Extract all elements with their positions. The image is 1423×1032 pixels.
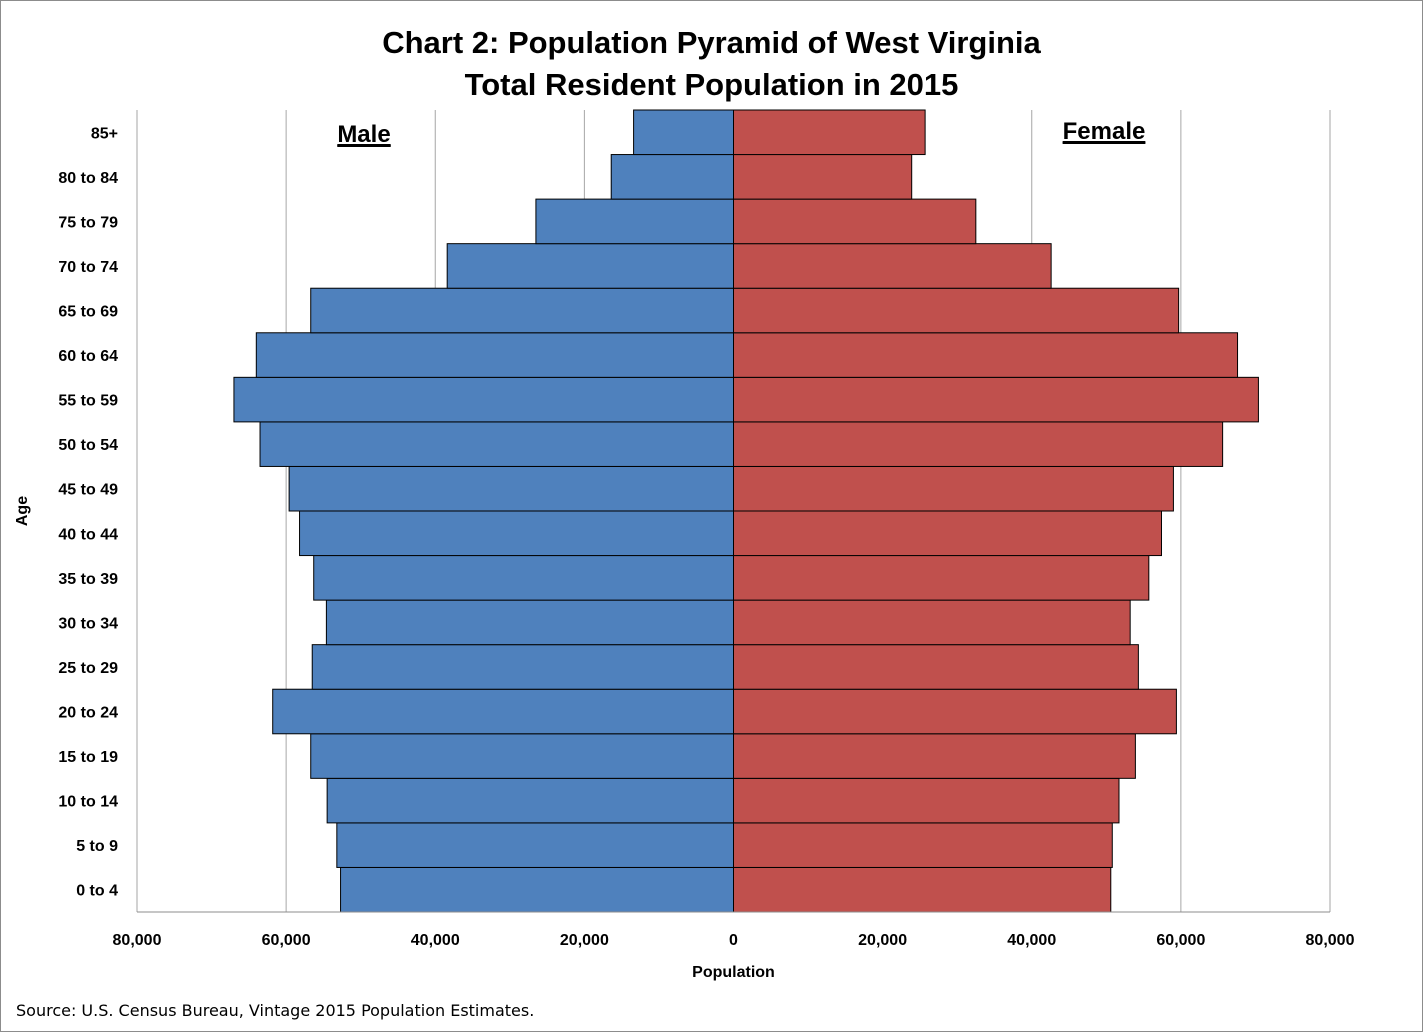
bar-male-10-to-14 <box>326 777 734 824</box>
y-tick-label: 0 to 4 <box>76 883 118 900</box>
y-tick-label: 65 to 69 <box>58 304 118 321</box>
bar-male-45-to-49 <box>288 465 734 512</box>
x-tick-label: 0 <box>729 932 738 949</box>
x-axis-title: Population <box>692 964 775 981</box>
bar-female-75-to-79 <box>733 198 977 245</box>
y-tick-label: 15 to 19 <box>58 749 118 766</box>
bar-male-75-to-79 <box>535 198 734 245</box>
bar-male-15-to-19 <box>310 733 734 779</box>
bar-female-0-to-4 <box>733 866 1112 913</box>
y-tick-label: 35 to 39 <box>58 571 118 588</box>
bar-male-35-to-39 <box>313 555 734 601</box>
x-tick-label: 80,000 <box>1306 932 1355 949</box>
y-tick-label: 5 to 9 <box>76 838 118 855</box>
y-tick-label: 40 to 44 <box>58 526 118 543</box>
bar-male-80-to-84 <box>610 154 735 200</box>
chart-title-line2: Total Resident Population in 2015 <box>464 67 959 102</box>
y-tick-label: 20 to 24 <box>58 705 118 722</box>
bar-male-5-to-9 <box>336 822 734 868</box>
x-tick-label: 80,000 <box>113 932 162 949</box>
bar-female-85- <box>733 109 926 156</box>
bar-male-20-to-24 <box>272 688 734 735</box>
y-tick-label: 50 to 54 <box>58 437 118 454</box>
x-tick-label: 40,000 <box>411 932 460 949</box>
y-tick-label: 55 to 59 <box>58 393 118 410</box>
x-tick-label: 60,000 <box>262 932 311 949</box>
y-tick-label: 60 to 64 <box>58 348 118 365</box>
x-tick-label: 20,000 <box>858 932 907 949</box>
bar-male-0-to-4 <box>340 866 734 913</box>
chart-title: Chart 2: Population Pyramid of West Virg… <box>0 22 1423 106</box>
bar-female-50-to-54 <box>733 421 1224 467</box>
x-tick-label: 20,000 <box>560 932 609 949</box>
bar-male-25-to-29 <box>311 644 734 690</box>
bar-male-55-to-59 <box>233 376 734 423</box>
y-tick-label: 10 to 14 <box>58 794 118 811</box>
bar-male-50-to-54 <box>259 421 734 467</box>
bar-female-35-to-39 <box>733 555 1150 601</box>
bar-female-15-to-19 <box>733 733 1136 779</box>
bar-female-40-to-44 <box>733 510 1162 557</box>
bar-female-55-to-59 <box>733 376 1259 423</box>
bar-male-85- <box>633 109 734 156</box>
bar-female-80-to-84 <box>733 154 913 200</box>
bar-female-65-to-69 <box>733 287 1180 334</box>
y-tick-label: 75 to 79 <box>58 214 118 231</box>
bar-female-70-to-74 <box>733 243 1052 289</box>
chart-title-line1: Chart 2: Population Pyramid of West Virg… <box>382 25 1041 60</box>
bar-male-70-to-74 <box>446 243 734 289</box>
bar-female-20-to-24 <box>733 688 1177 735</box>
bar-female-30-to-34 <box>733 599 1131 646</box>
source-note: Source: U.S. Census Bureau, Vintage 2015… <box>16 1001 535 1020</box>
bar-female-60-to-64 <box>733 332 1239 378</box>
bar-female-45-to-49 <box>733 465 1174 512</box>
bar-male-30-to-34 <box>325 599 734 646</box>
y-tick-label: 70 to 74 <box>58 259 118 276</box>
bar-male-40-to-44 <box>299 510 734 557</box>
bar-female-10-to-14 <box>733 777 1120 824</box>
series-label-male: Male <box>337 121 390 148</box>
x-tick-label: 40,000 <box>1007 932 1056 949</box>
y-tick-label: 45 to 49 <box>58 482 118 499</box>
x-tick-label: 60,000 <box>1156 932 1205 949</box>
bar-male-65-to-69 <box>310 287 734 334</box>
y-axis-title: Age <box>14 496 31 526</box>
series-label-female: Female <box>1063 118 1146 145</box>
y-tick-label: 80 to 84 <box>58 170 118 187</box>
y-tick-label: 25 to 29 <box>58 660 118 677</box>
bar-female-25-to-29 <box>733 644 1139 690</box>
bar-male-60-to-64 <box>255 332 734 378</box>
y-tick-label: 85+ <box>91 125 118 142</box>
y-tick-label: 30 to 34 <box>58 615 118 632</box>
bar-female-5-to-9 <box>733 822 1113 868</box>
